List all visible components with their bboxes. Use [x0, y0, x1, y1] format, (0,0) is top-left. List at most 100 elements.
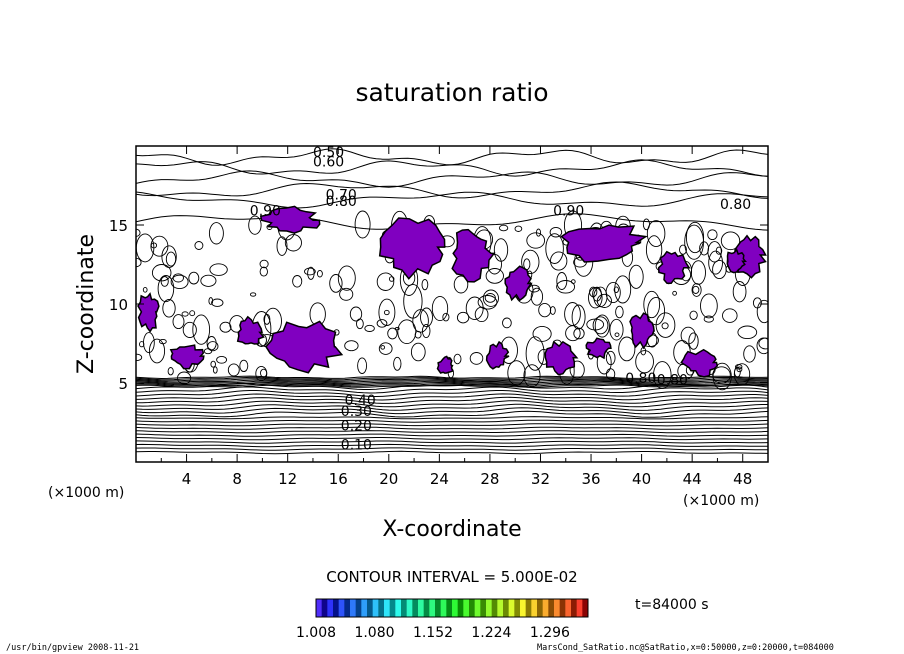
contour-cell: [653, 361, 672, 389]
contour-label: 0.90: [250, 204, 281, 220]
supersaturation-fill: [137, 205, 767, 378]
colorbar-swatch: [486, 599, 493, 617]
supersaturation-region: [378, 217, 446, 280]
contour-cell: [349, 306, 363, 322]
contour-cell: [159, 338, 167, 345]
colorbar-swatch: [361, 599, 368, 617]
contour-cell: [628, 264, 644, 289]
contour-cell: [523, 364, 541, 388]
colorbar-swatch: [367, 599, 374, 617]
colorbar-swatch: [452, 599, 459, 617]
contour-cell: [646, 220, 666, 248]
contour-cell: [148, 338, 166, 364]
contour-cell: [383, 309, 390, 316]
contour-cell: [194, 241, 204, 250]
contour-label: 0.80: [657, 373, 688, 389]
contour-cell: [720, 231, 741, 251]
contour-label: 0.60: [313, 155, 344, 171]
contour-cell: [521, 249, 540, 275]
contour-cell: [316, 269, 323, 278]
colorbar-swatch: [355, 599, 362, 617]
contour-cell: [734, 364, 743, 370]
contour-cell: [337, 265, 356, 291]
contour-cell: [143, 332, 155, 354]
contour-cell: [609, 318, 624, 341]
colorbar-swatch: [491, 599, 498, 617]
contour-line: [136, 430, 768, 434]
contour-cell: [573, 327, 585, 340]
contour-cell: [170, 274, 189, 290]
contour-cell: [474, 306, 489, 323]
contour-label: 0.80: [625, 371, 656, 387]
contour-cell: [756, 337, 768, 355]
contour-cell: [344, 340, 359, 352]
contour-cell: [248, 215, 262, 235]
colorbar-swatch: [537, 599, 544, 617]
contour-cell: [482, 289, 499, 307]
contour-cell: [736, 366, 743, 373]
colorbar-swatch: [350, 599, 357, 617]
x-axis-label: X-coordinate: [382, 517, 521, 542]
contour-cell: [259, 259, 269, 269]
colorbar: [316, 599, 589, 617]
contour-cell: [410, 342, 426, 362]
y-tick-label: 10: [109, 296, 128, 314]
colorbar-swatch: [548, 599, 555, 617]
y-tick-label: 15: [109, 217, 128, 235]
contour-line: [136, 379, 768, 383]
contour-cell: [216, 355, 228, 364]
contour-cell: [526, 232, 546, 249]
contour-line: [136, 396, 768, 404]
contour-cell: [421, 323, 431, 339]
contour-cell: [208, 222, 224, 245]
contour-cell: [703, 315, 714, 323]
contour-cell: [453, 275, 469, 294]
contour-cell: [661, 322, 669, 330]
contour-cell: [556, 272, 568, 290]
contour-cell: [203, 348, 213, 355]
contour-cell: [594, 314, 610, 338]
contour-line: [136, 447, 768, 451]
contour-cell: [142, 286, 148, 293]
contour-cell: [150, 235, 169, 257]
contour-cell: [378, 342, 393, 355]
contour-cell: [545, 233, 564, 264]
contour-cell: [276, 236, 288, 256]
colorbar-swatch: [582, 599, 589, 617]
contour-line: [136, 191, 768, 209]
colorbar-swatch: [435, 599, 442, 617]
contour-cell: [596, 293, 612, 308]
contour-cell: [525, 336, 545, 371]
contour-cell: [249, 292, 257, 297]
supersaturation-region: [485, 340, 510, 370]
contour-cell: [136, 228, 141, 237]
contour-cell: [356, 318, 364, 330]
contour-cell: [210, 360, 216, 368]
contour-cell: [259, 266, 268, 277]
contour-line: [136, 376, 768, 381]
contour-cell: [549, 226, 563, 238]
colorbar-swatch: [344, 599, 351, 617]
colorbar-swatch: [576, 599, 583, 617]
x-tick-label: 40: [632, 470, 651, 488]
contour-cell: [507, 360, 526, 386]
x-tick-label: 8: [232, 470, 242, 488]
colorbar-swatch: [316, 599, 323, 617]
supersaturation-region: [726, 248, 747, 274]
contour-cell: [593, 286, 608, 308]
contour-cell: [188, 271, 200, 285]
contour-cell: [614, 332, 620, 337]
x-axis-ticks: 4 8 12 16 20 24 28 32 36 40 44 48: [160, 146, 752, 488]
contour-cell: [165, 251, 177, 267]
contour-cell: [708, 250, 723, 275]
contour-cell: [420, 307, 433, 328]
contour-cell: [642, 218, 650, 231]
x-tick-label: 28: [480, 470, 499, 488]
colorbar-swatch: [372, 599, 379, 617]
x-tick-label: 24: [430, 470, 449, 488]
contour-cell: [182, 321, 197, 338]
colorbar-swatch: [440, 599, 447, 617]
colorbar-label: 1.224: [471, 625, 511, 641]
contour-line: [136, 426, 768, 430]
contour-cell: [219, 321, 232, 333]
